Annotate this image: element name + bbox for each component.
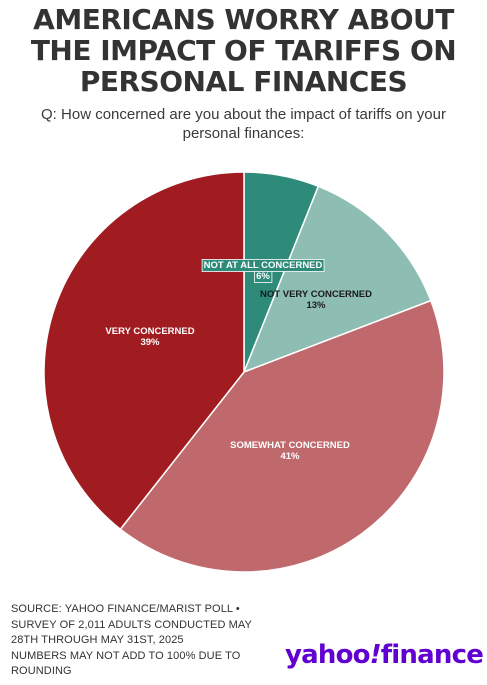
slice-value-label: 41%: [280, 451, 300, 462]
title-line: AMERICANS WORRY ABOUT: [33, 3, 454, 36]
survey-question: Q: How concerned are you about the impac…: [0, 105, 487, 143]
slice-label: NOT VERY CONCERNED: [260, 289, 372, 300]
slice-label: VERY CONCERNED: [105, 326, 194, 337]
pie-slice-very-concerned: [43, 171, 245, 531]
chart-title: AMERICANS WORRY ABOUT THE IMPACT OF TARI…: [0, 4, 487, 97]
logo-bang: !: [369, 640, 382, 670]
pie-slice-somewhat-concerned: [119, 299, 445, 573]
source-line: SURVEY OF 2,011 ADULTS CONDUCTED MAY: [11, 618, 252, 631]
logo-yahoo: yahoo: [285, 640, 371, 670]
source-line: SOURCE: YAHOO FINANCE/MARIST POLL •: [11, 603, 240, 615]
question-line: personal finances:: [182, 125, 305, 142]
source-note: SOURCE: YAHOO FINANCE/MARIST POLL • SURV…: [11, 602, 252, 680]
logo-finance: finance: [380, 640, 484, 670]
pie-slice-not-very-concerned: [242, 185, 432, 374]
source-line: 28TH THROUGH MAY 31ST, 2025: [11, 634, 184, 646]
slice-label: NOT AT ALL CONCERNED: [204, 260, 323, 271]
source-line: NUMBERS MAY NOT ADD TO 100% DUE TO: [11, 649, 241, 662]
label-highlight-box: [201, 259, 325, 272]
yahoo-finance-logo: yahoo!finance: [285, 640, 484, 670]
slice-label: SOMEWHAT CONCERNED: [230, 440, 350, 451]
slice-value-label: 6%: [256, 271, 270, 282]
source-line: ROUNDING: [11, 665, 72, 677]
title-line: PERSONAL FINANCES: [79, 65, 408, 98]
slice-value-label: 13%: [306, 300, 326, 311]
slice-value-label: 39%: [140, 337, 160, 348]
question-line: Q: How concerned are you about the impac…: [41, 106, 446, 123]
title-line: THE IMPACT OF TARIFFS ON: [30, 34, 457, 67]
